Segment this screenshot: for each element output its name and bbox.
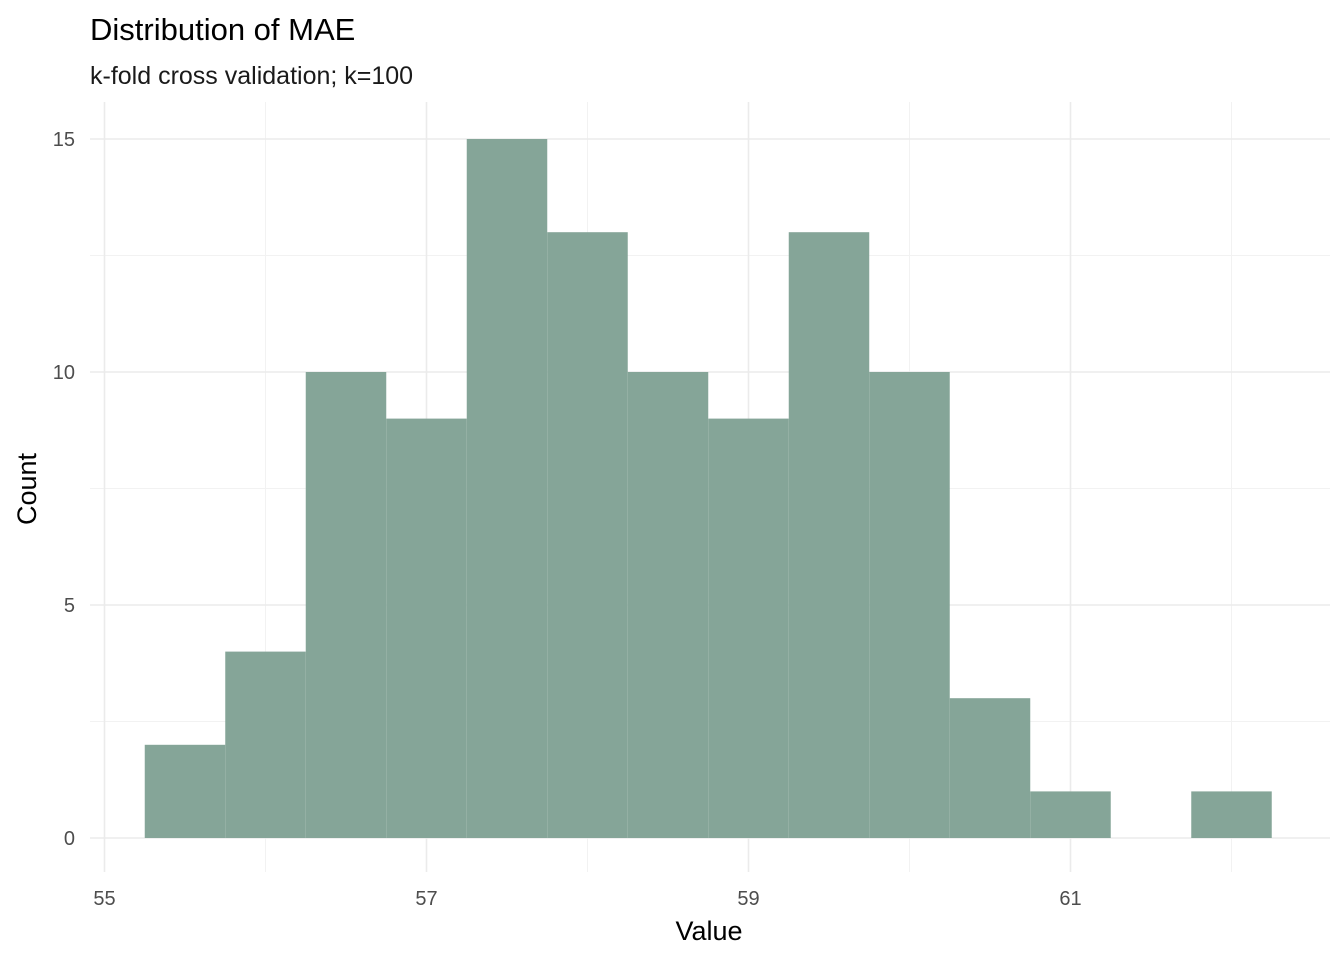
- x-tick-label: 59: [737, 888, 759, 910]
- x-tick-label: 55: [93, 888, 115, 910]
- histogram-bar: [386, 418, 467, 838]
- histogram-bar: [466, 139, 548, 838]
- x-axis-ticks: 55 57 59 61: [93, 888, 1081, 910]
- y-tick-label: 15: [53, 129, 75, 151]
- x-axis-label: Value: [675, 916, 742, 946]
- x-tick-label: 57: [415, 888, 437, 910]
- histogram-bar: [225, 651, 306, 838]
- histogram-bar: [708, 418, 789, 838]
- y-axis-label: Count: [12, 452, 42, 525]
- chart-title: Distribution of MAE: [90, 12, 355, 47]
- histogram-bar: [949, 698, 1031, 838]
- histogram-bar: [1030, 791, 1111, 838]
- x-tick-label: 61: [1059, 888, 1081, 910]
- y-tick-label: 0: [64, 828, 75, 850]
- histogram-bar: [305, 372, 387, 838]
- histogram-bars: [144, 139, 1272, 838]
- y-axis-ticks: 0 5 10 15: [53, 129, 75, 850]
- y-tick-label: 10: [53, 362, 75, 384]
- histogram-bar: [869, 372, 950, 838]
- histogram-bar: [627, 372, 709, 838]
- histogram-bar: [144, 744, 226, 838]
- histogram-bar: [547, 232, 628, 838]
- y-tick-label: 5: [64, 595, 75, 617]
- histogram-bar: [1191, 791, 1272, 838]
- histogram-bar: [788, 232, 870, 838]
- chart-subtitle: k-fold cross validation; k=100: [90, 62, 413, 90]
